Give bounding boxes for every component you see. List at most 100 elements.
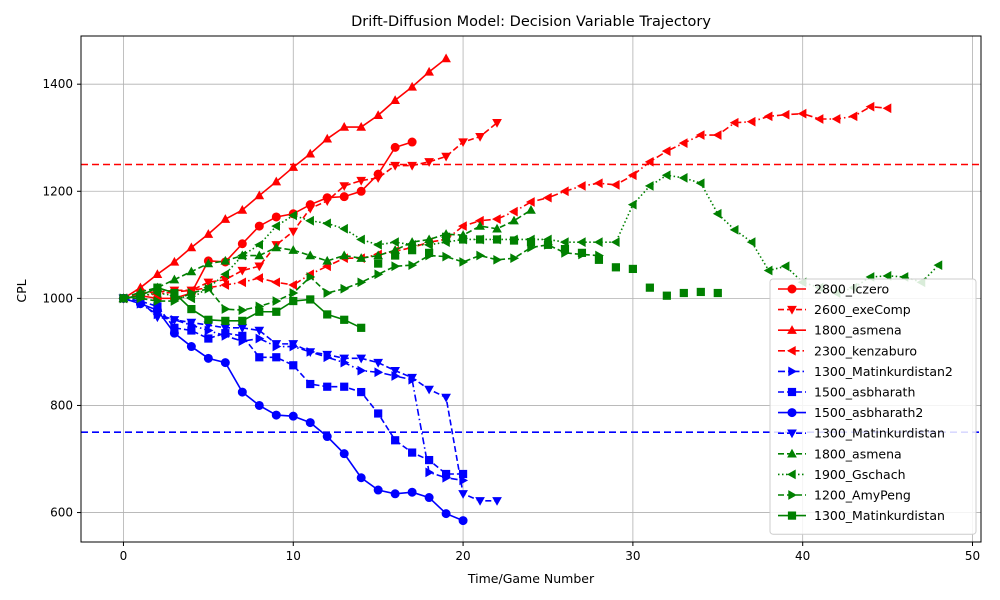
data-point [356,121,367,131]
data-point [238,316,247,325]
data-point [577,248,587,257]
data-point [220,214,231,223]
data-point [458,516,468,526]
series-line [123,297,464,475]
data-point [169,328,179,338]
data-point [340,283,350,294]
data-point [220,269,230,280]
data-point [153,296,163,306]
data-point [305,215,314,226]
data-point [542,192,552,203]
data-point [408,246,417,255]
data-point [255,333,265,344]
data-point [559,186,569,197]
data-point [136,291,145,300]
data-point [271,221,280,231]
series-1200_AmyPeng [119,239,604,316]
data-point [729,117,739,128]
data-point [526,238,536,247]
data-point [373,250,384,260]
data-point [340,382,349,391]
data-point [865,101,875,112]
data-point [254,221,264,231]
data-point [713,288,722,298]
data-point [424,239,433,250]
data-point [576,237,586,247]
data-point [407,81,417,91]
y-tick-label: 1400 [42,77,73,91]
data-point [322,197,333,206]
data-point [390,366,401,376]
data-point [237,250,247,261]
data-point [644,181,654,191]
data-point [441,469,451,479]
data-point [780,109,790,120]
data-point [237,239,247,249]
data-point [787,408,797,418]
data-point [305,250,316,260]
data-point [508,206,518,217]
data-point [594,255,604,264]
data-point [356,253,367,262]
series-1800_asmena [118,53,451,303]
data-point [787,387,797,397]
data-point [441,152,451,162]
series-line [123,141,413,300]
legend-label: 1500_asbharath2 [814,405,923,420]
data-point [152,305,162,315]
data-point [186,342,196,352]
data-point [288,340,299,349]
data-point [442,251,452,262]
data-point [441,509,451,519]
data-point [271,212,281,222]
data-point [424,493,434,503]
data-point [254,239,264,250]
data-point [306,272,316,282]
data-point [357,365,367,376]
data-point [787,325,797,334]
data-point [696,287,705,297]
data-point [254,273,264,283]
data-point [237,266,248,276]
series-2300_kenzaburo [118,101,892,304]
data-point [526,204,536,214]
data-point [661,146,671,156]
data-point [695,130,705,140]
data-point [237,387,247,397]
data-point [492,214,501,224]
data-point [288,162,299,171]
data-point [203,229,214,238]
data-point [322,432,332,442]
data-point [441,53,451,63]
data-point [787,284,797,294]
data-point [786,469,796,480]
data-point [356,473,366,483]
x-tick-label: 50 [965,549,980,563]
data-point [559,237,569,247]
data-point [203,278,214,288]
data-point [271,340,282,349]
data-point [221,304,231,314]
data-point [322,218,331,229]
data-point [492,223,502,233]
data-point [254,326,265,336]
data-point [628,264,637,274]
data-point [186,266,197,276]
data-point [187,304,196,314]
data-point [204,283,214,294]
data-point [186,293,196,304]
data-point [220,280,230,290]
x-tick-label: 0 [120,549,128,563]
data-point [780,261,790,272]
data-point [322,255,333,265]
data-point [475,132,485,142]
data-point [593,237,603,247]
data-point [441,393,451,403]
data-point [458,490,468,499]
data-point [237,204,248,214]
data-point [169,256,180,266]
data-point [373,485,383,495]
legend-label: 1300_Matinkurdistan2 [814,364,953,379]
data-point [306,295,315,304]
data-point [763,265,773,276]
